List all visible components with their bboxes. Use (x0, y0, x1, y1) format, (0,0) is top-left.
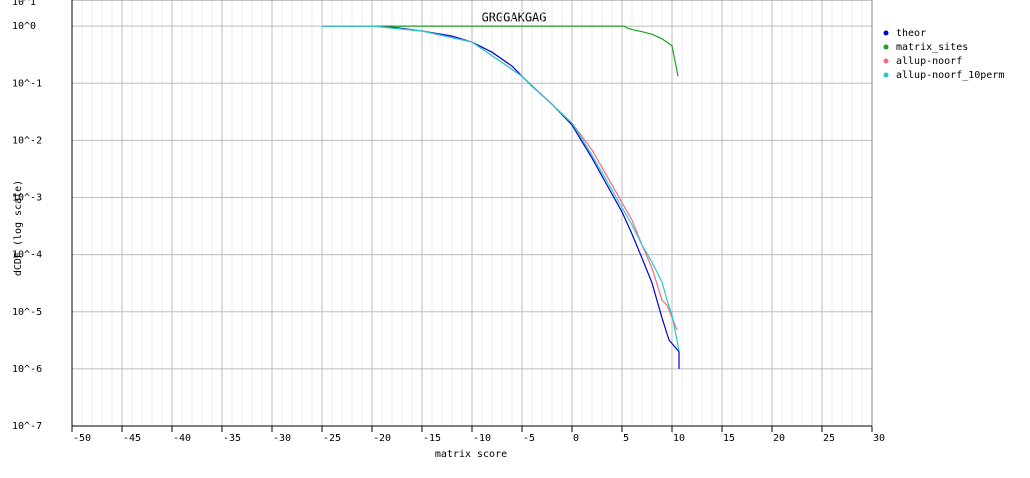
legend-label: theor (896, 28, 926, 39)
legend-marker (883, 44, 889, 50)
y-tick-label: 10^-2 (12, 135, 42, 146)
y-tick-label: 10^1 (12, 0, 36, 8)
x-tick-label: -35 (223, 433, 241, 444)
y-axis-label: dCDF (log scale) (13, 180, 24, 276)
y-tick-label: 10^-3 (12, 193, 42, 204)
x-tick-label: 25 (823, 433, 835, 444)
x-tick-label: 20 (773, 433, 785, 444)
legend-marker (883, 72, 889, 78)
legend-label: matrix_sites (896, 42, 968, 53)
series-line (322, 25, 680, 351)
x-axis-label: matrix score (435, 449, 507, 460)
legend-label: allup-noorf (896, 56, 962, 67)
y-tick-label: 10^-7 (12, 421, 42, 432)
series-line (322, 25, 679, 77)
chart-title: GRGGAKGAG (481, 11, 546, 25)
legend-marker (883, 58, 889, 64)
x-tick-label: -20 (373, 433, 391, 444)
y-tick-label: 10^-6 (12, 364, 42, 375)
y-tick-label: 10^-1 (12, 78, 42, 89)
x-tick-label: -30 (273, 433, 291, 444)
x-tick-label: -10 (473, 433, 491, 444)
x-tick-label: -15 (423, 433, 441, 444)
legend-marker (883, 30, 889, 36)
x-tick-label: 30 (873, 433, 885, 444)
x-tick-label: -5 (523, 433, 535, 444)
x-tick-label: 0 (573, 433, 579, 444)
x-tick-label: -50 (73, 433, 91, 444)
x-tick-label: 10 (673, 433, 685, 444)
x-tick-label: 5 (623, 433, 629, 444)
x-tick-label: -45 (123, 433, 141, 444)
x-tick-label: -40 (173, 433, 191, 444)
x-tick-label: -25 (323, 433, 341, 444)
y-tick-label: 10^-5 (12, 307, 42, 318)
y-tick-label: 10^0 (12, 21, 36, 32)
x-tick-label: 15 (723, 433, 735, 444)
legend-label: allup-noorf_10perm (896, 70, 1004, 81)
y-tick-label: 10^-4 (12, 250, 42, 261)
